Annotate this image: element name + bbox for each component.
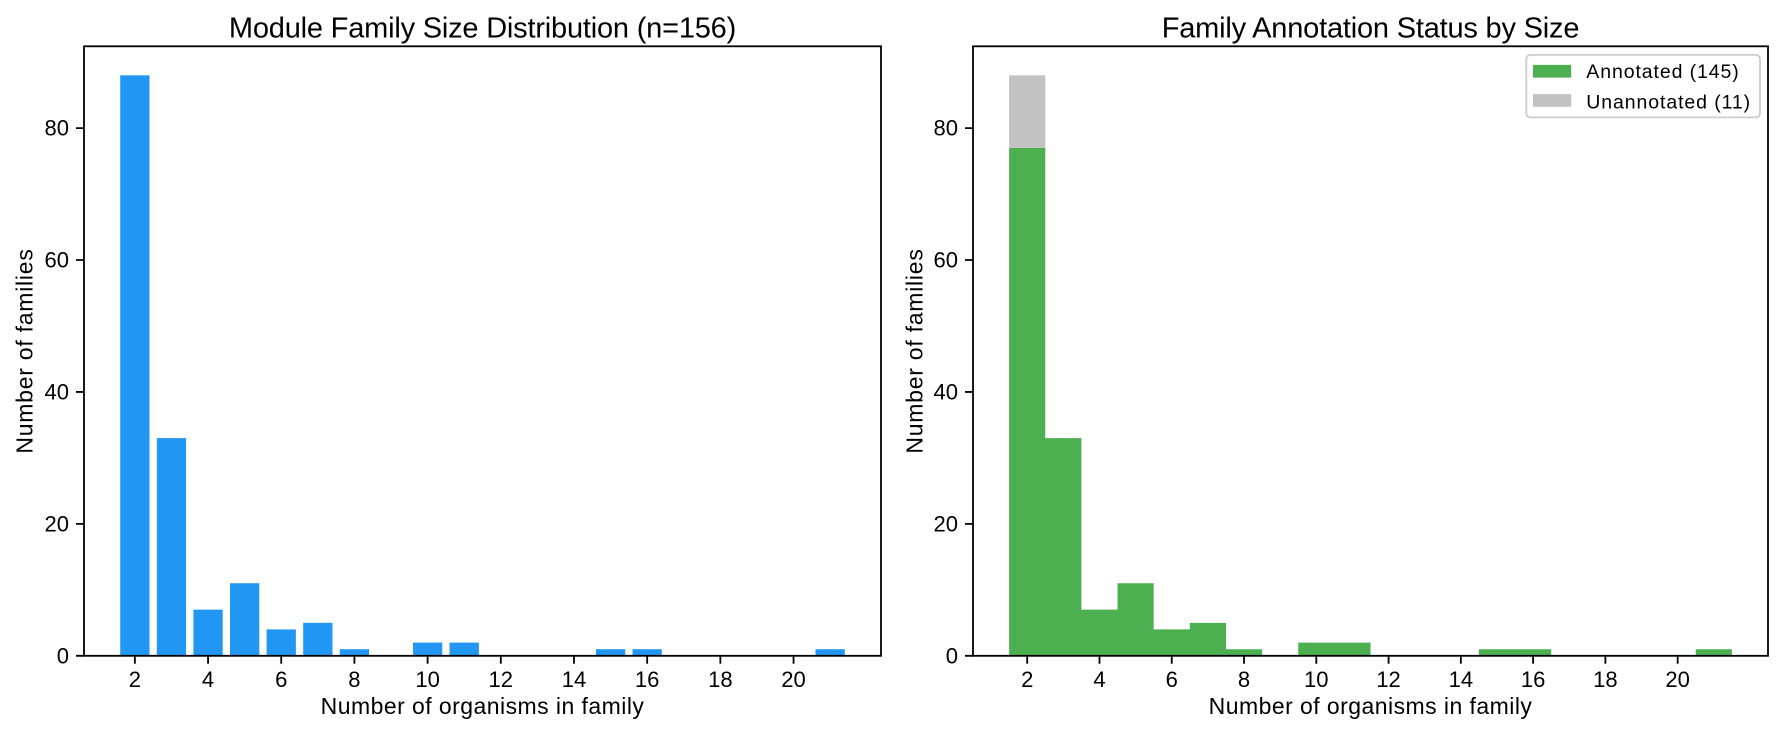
svg-text:4: 4 — [202, 667, 214, 692]
svg-text:60: 60 — [45, 248, 69, 273]
svg-text:Number of families: Number of families — [12, 248, 38, 453]
svg-text:12: 12 — [489, 667, 513, 692]
svg-text:80: 80 — [45, 116, 69, 141]
svg-text:18: 18 — [1593, 667, 1617, 692]
svg-text:12: 12 — [1376, 667, 1400, 692]
svg-text:14: 14 — [562, 667, 586, 692]
svg-text:Unannotated (11): Unannotated (11) — [1586, 92, 1751, 114]
svg-text:40: 40 — [45, 379, 69, 404]
svg-text:Annotated (145): Annotated (145) — [1586, 61, 1739, 83]
svg-text:4: 4 — [1093, 667, 1105, 692]
svg-text:Family Annotation Status by Si: Family Annotation Status by Size — [1162, 13, 1580, 45]
svg-text:8: 8 — [348, 667, 360, 692]
svg-text:60: 60 — [934, 248, 958, 273]
svg-text:0: 0 — [946, 643, 958, 668]
svg-text:40: 40 — [934, 379, 958, 404]
svg-text:20: 20 — [781, 667, 805, 692]
svg-text:14: 14 — [1449, 667, 1473, 692]
svg-text:10: 10 — [1304, 667, 1328, 692]
svg-text:20: 20 — [1665, 667, 1689, 692]
svg-text:16: 16 — [635, 667, 659, 692]
svg-text:Number of families: Number of families — [902, 248, 928, 453]
svg-text:Number of organisms in family: Number of organisms in family — [321, 693, 645, 719]
svg-text:8: 8 — [1238, 667, 1250, 692]
svg-text:6: 6 — [1166, 667, 1178, 692]
svg-text:Number of organisms in family: Number of organisms in family — [1209, 693, 1533, 719]
svg-text:0: 0 — [57, 643, 69, 668]
svg-text:6: 6 — [275, 667, 287, 692]
svg-text:16: 16 — [1521, 667, 1545, 692]
svg-text:80: 80 — [934, 116, 958, 141]
svg-text:Module Family Size Distributio: Module Family Size Distribution (n=156) — [229, 13, 736, 45]
svg-text:10: 10 — [415, 667, 439, 692]
svg-text:20: 20 — [45, 511, 69, 536]
svg-text:18: 18 — [708, 667, 732, 692]
svg-text:2: 2 — [129, 667, 141, 692]
svg-text:2: 2 — [1021, 667, 1033, 692]
svg-text:20: 20 — [934, 511, 958, 536]
